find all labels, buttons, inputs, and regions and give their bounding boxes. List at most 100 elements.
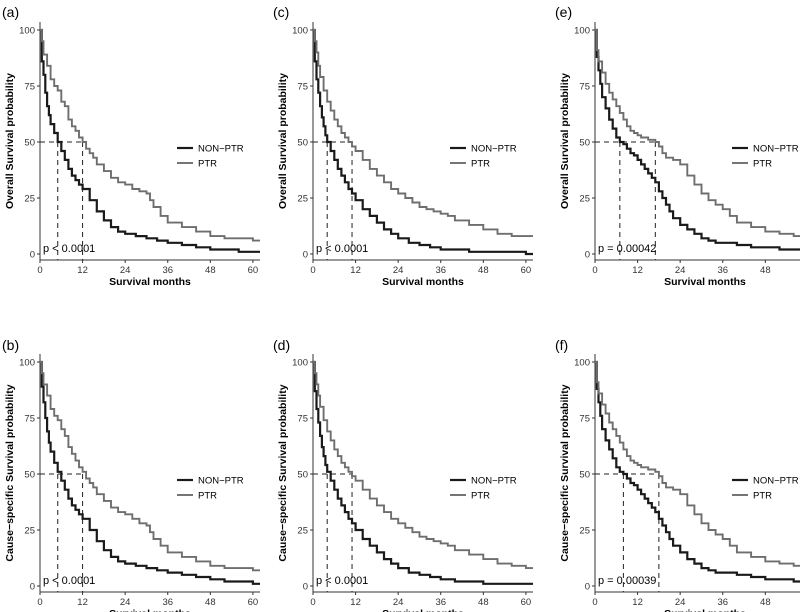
p-value: p < 0.0001 — [316, 575, 368, 587]
x-tick-label: 0 — [37, 265, 42, 276]
x-tick-label: 60 — [248, 265, 259, 276]
panel-c: (c) 0 25 50 75 100 0 12 24 36 48 60 Survival months O… — [273, 4, 533, 288]
x-tick-label: 24 — [393, 265, 404, 276]
x-tick-label: 36 — [162, 597, 173, 608]
p-value: p < 0.0001 — [43, 575, 95, 587]
x-tick-label: 12 — [350, 265, 361, 276]
legend-label: PTR — [471, 159, 490, 170]
x-tick-label: 48 — [478, 265, 489, 276]
x-tick-label: 48 — [760, 597, 771, 608]
km-curve-non-ptr — [313, 360, 533, 585]
x-tick-label: 24 — [120, 265, 131, 276]
legend-label: NON−PTR — [753, 476, 799, 487]
y-axis-title: Cause−specific Survival probability — [559, 384, 571, 561]
y-tick-label: 50 — [24, 138, 35, 149]
panel-d: (d) 0 25 50 75 100 0 12 24 36 48 60 Survival months C… — [273, 337, 533, 612]
km-curve-non-ptr — [313, 28, 533, 256]
x-tick-label: 24 — [675, 597, 686, 608]
p-value: p < 0.0001 — [43, 243, 95, 255]
x-tick-label: 0 — [310, 597, 315, 608]
km-curve-ptr — [313, 29, 533, 238]
y-tick-label: 50 — [579, 138, 590, 149]
y-tick-label: 25 — [579, 194, 590, 205]
x-tick-label: 60 — [521, 265, 532, 276]
x-tick-label: 36 — [435, 265, 446, 276]
y-tick-label: 100 — [19, 358, 35, 369]
legend-label: PTR — [753, 491, 772, 502]
km-curve-non-ptr — [40, 360, 260, 585]
y-tick-label: 100 — [574, 26, 590, 37]
panel-a: (a) 0 25 50 75 100 0 12 24 36 48 60 Survival months O… — [2, 4, 260, 288]
x-tick-label: 0 — [310, 265, 315, 276]
x-tick-label: 12 — [350, 597, 361, 608]
km-curve-non-ptr — [40, 28, 260, 253]
y-tick-label: 50 — [297, 470, 308, 481]
y-tick-label: 0 — [30, 250, 35, 261]
legend-label: PTR — [471, 491, 490, 502]
legend-label: NON−PTR — [198, 476, 244, 487]
y-axis-title: Cause−specific Survival probability — [277, 384, 289, 561]
y-tick-label: 75 — [297, 414, 308, 425]
y-tick-label: 75 — [297, 82, 308, 93]
y-tick-label: 25 — [579, 526, 590, 537]
km-curve-ptr — [313, 361, 533, 570]
x-tick-label: 12 — [632, 265, 643, 276]
legend-label: NON−PTR — [198, 144, 244, 155]
legend-label: PTR — [198, 159, 217, 170]
x-tick-label: 60 — [248, 597, 259, 608]
legend-label: NON−PTR — [753, 144, 799, 155]
x-axis-title: Survival months — [109, 608, 191, 612]
x-tick-label: 48 — [760, 265, 771, 276]
km-curve-non-ptr — [595, 28, 800, 251]
x-tick-label: 36 — [162, 265, 173, 276]
panel-letter: (a) — [2, 4, 19, 20]
km-curve-ptr — [40, 361, 260, 572]
y-tick-label: 25 — [24, 526, 35, 537]
legend-label: PTR — [753, 159, 772, 170]
x-tick-label: 0 — [592, 265, 597, 276]
legend-label: PTR — [198, 491, 217, 502]
y-tick-label: 100 — [292, 26, 308, 37]
km-curve-ptr — [595, 29, 800, 238]
x-tick-label: 12 — [77, 265, 88, 276]
y-tick-label: 0 — [30, 582, 35, 593]
y-axis-title: Overall Survival probability — [4, 73, 16, 209]
y-tick-label: 0 — [585, 250, 590, 261]
legend-label: NON−PTR — [471, 144, 517, 155]
x-tick-label: 48 — [205, 597, 216, 608]
y-tick-label: 25 — [297, 194, 308, 205]
km-curve-ptr — [40, 29, 260, 242]
y-tick-label: 0 — [303, 582, 308, 593]
y-tick-label: 100 — [292, 358, 308, 369]
km-curve-ptr — [595, 361, 800, 567]
x-tick-label: 24 — [120, 597, 131, 608]
panel-letter: (f) — [555, 337, 568, 353]
y-tick-label: 75 — [579, 414, 590, 425]
y-tick-label: 50 — [24, 470, 35, 481]
y-tick-label: 100 — [574, 358, 590, 369]
x-tick-label: 24 — [675, 265, 686, 276]
legend-label: NON−PTR — [471, 476, 517, 487]
x-axis-title: Survival months — [109, 276, 191, 288]
x-tick-label: 36 — [435, 597, 446, 608]
y-axis-title: Overall Survival probability — [277, 73, 289, 209]
panel-letter: (e) — [555, 4, 572, 20]
x-tick-label: 48 — [478, 597, 489, 608]
y-tick-label: 0 — [585, 582, 590, 593]
y-axis-title: Cause−specific Survival probability — [4, 384, 16, 561]
y-tick-label: 75 — [579, 82, 590, 93]
x-tick-label: 60 — [521, 597, 532, 608]
y-tick-label: 75 — [24, 414, 35, 425]
y-tick-label: 75 — [24, 82, 35, 93]
p-value: p = 0.00042 — [598, 243, 656, 255]
y-tick-label: 100 — [19, 26, 35, 37]
km-curve-non-ptr — [595, 360, 800, 583]
y-axis-title: Overall Survival probability — [559, 73, 571, 209]
panel-letter: (d) — [273, 337, 290, 353]
y-tick-label: 25 — [24, 194, 35, 205]
y-tick-label: 50 — [579, 470, 590, 481]
panel-letter: (c) — [273, 4, 289, 20]
x-tick-label: 12 — [632, 597, 643, 608]
